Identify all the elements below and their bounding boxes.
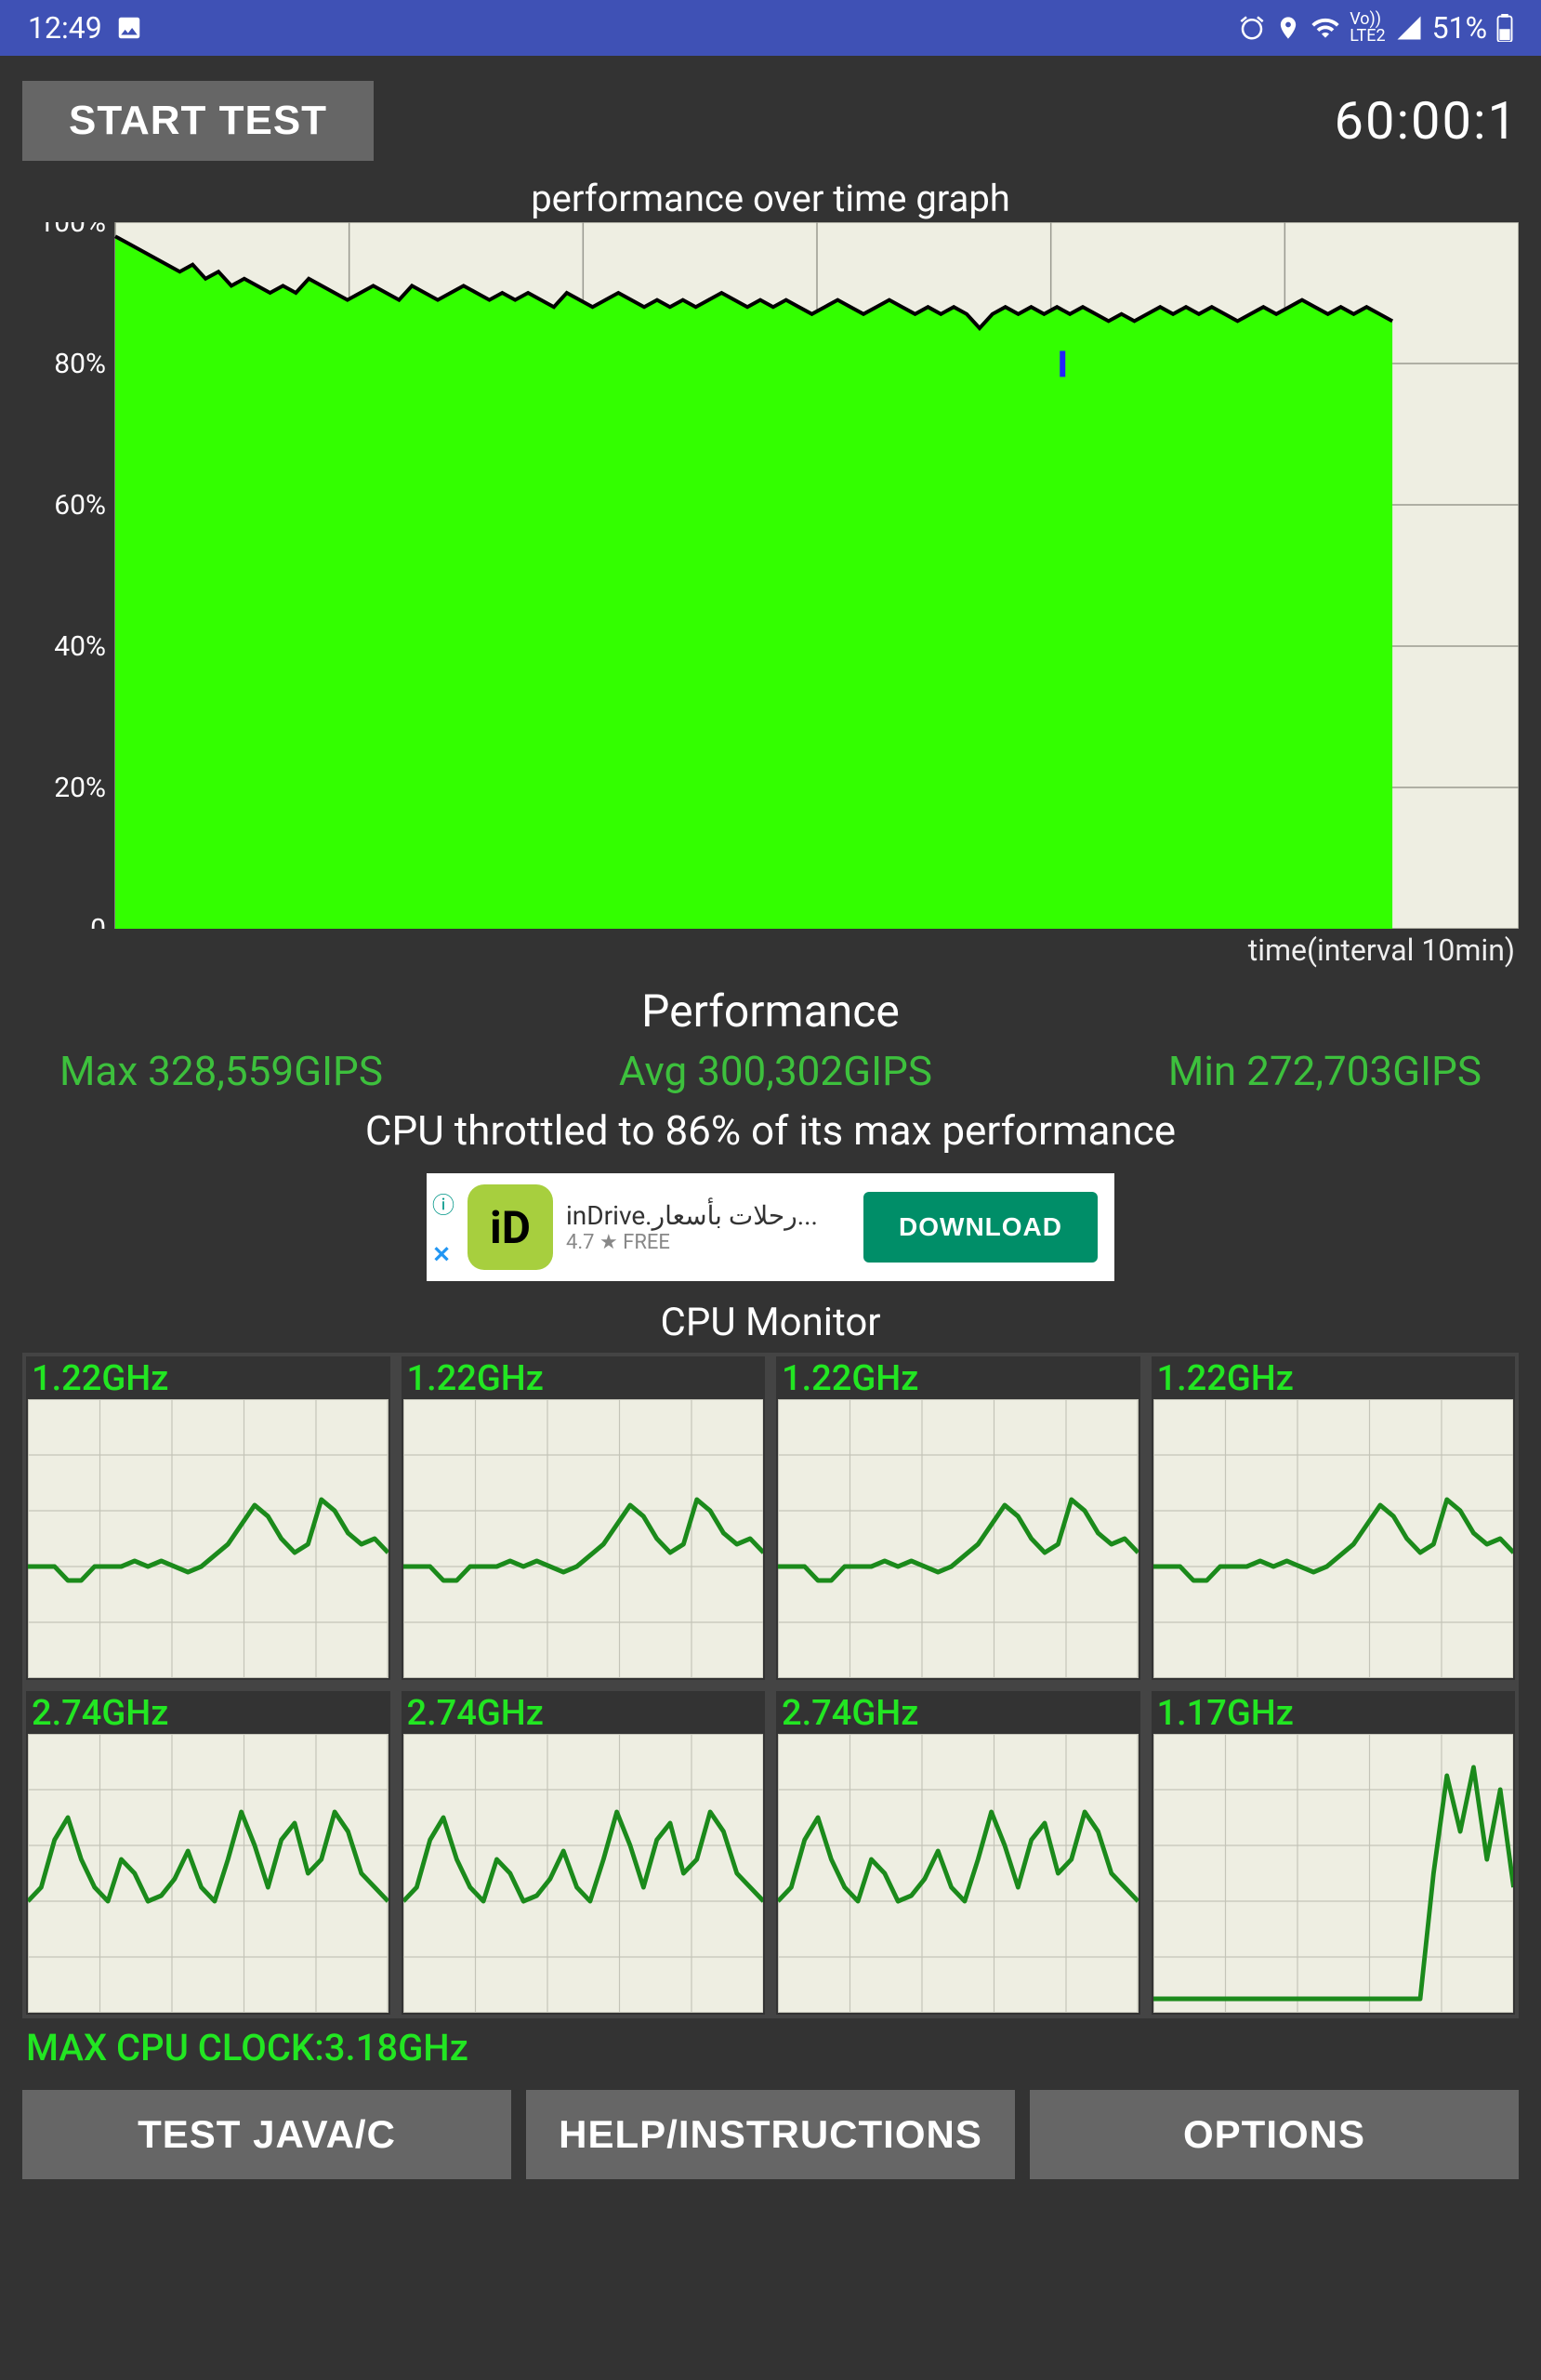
perf-chart-xlabel: time(interval 10min) (22, 932, 1519, 968)
volte-label: Vo))LTE2 (1350, 11, 1385, 45)
cpu-core-2: 1.22GHz (776, 1356, 1140, 1680)
cpu-core-0: 1.22GHz (26, 1356, 390, 1680)
cpu-monitor-title: CPU Monitor (22, 1300, 1519, 1345)
cpu-core-4: 2.74GHz (26, 1691, 390, 2015)
svg-text:20%: 20% (54, 772, 106, 804)
cpu-core-5: 2.74GHz (402, 1691, 766, 2015)
start-test-button[interactable]: START TEST (22, 81, 374, 161)
cpu-core-6: 2.74GHz (776, 1691, 1140, 2015)
ad-close-icon[interactable]: ✕ (432, 1242, 454, 1268)
ad-rating: 4.7 ★ FREE (566, 1231, 863, 1254)
svg-text:40%: 40% (54, 630, 106, 663)
avg-gips: Avg 300,302GIPS (619, 1047, 932, 1095)
svg-text:60%: 60% (54, 489, 106, 522)
svg-text:80%: 80% (54, 348, 106, 380)
ad-app-icon: iD (468, 1184, 553, 1270)
timer-display: 60:00:1 (1335, 90, 1520, 152)
throttle-text: CPU throttled to 86% of its max performa… (22, 1106, 1519, 1155)
cpu-core-1: 1.22GHz (402, 1356, 766, 1680)
battery-pct: 51% (1432, 10, 1487, 46)
wifi-icon (1311, 13, 1340, 43)
performance-heading: Performance (22, 985, 1519, 1038)
help-button[interactable]: HELP/INSTRUCTIONS (526, 2090, 1015, 2179)
cpu-freq-label: 1.22GHz (1153, 1358, 1514, 1399)
ad-info-icon[interactable]: ⓘ (432, 1187, 454, 1220)
status-bar: 12:49 Vo))LTE2 51% (0, 0, 1541, 56)
cpu-grid: 1.22GHz 1.22GHz 1.22GHz 1.22GHz 2.74GHz 2.74G… (22, 1353, 1519, 2018)
top-row: START TEST 60:00:1 (22, 74, 1519, 167)
cpu-freq-label: 1.22GHz (778, 1358, 1139, 1399)
min-gips: Min 272,703GIPS (1168, 1047, 1482, 1095)
alarm-icon (1238, 14, 1266, 42)
options-button[interactable]: OPTIONS (1030, 2090, 1519, 2179)
cpu-freq-label: 1.17GHz (1153, 1693, 1514, 1734)
perf-chart-title: performance over time graph (22, 177, 1519, 220)
cpu-core-3: 1.22GHz (1152, 1356, 1516, 1680)
cpu-freq-label: 1.22GHz (28, 1358, 389, 1399)
ad-banner[interactable]: ⓘ ✕ iD inDrive.رحلات بأسعار... 4.7 ★ FRE… (427, 1173, 1114, 1281)
cpu-freq-label: 2.74GHz (403, 1693, 764, 1734)
cpu-freq-label: 1.22GHz (403, 1358, 764, 1399)
svg-text:100%: 100% (38, 222, 106, 239)
location-icon (1275, 15, 1301, 41)
ad-download-button[interactable]: DOWNLOAD (863, 1192, 1098, 1263)
max-gips: Max 328,559GIPS (59, 1047, 383, 1095)
performance-chart: 0 20% 40% 60% 80% 100% (22, 222, 1519, 929)
cpu-freq-label: 2.74GHz (778, 1693, 1139, 1734)
cpu-core-7: 1.17GHz (1152, 1691, 1516, 2015)
bottom-buttons: TEST JAVA/C HELP/INSTRUCTIONS OPTIONS (22, 2090, 1519, 2179)
gips-row: Max 328,559GIPS Avg 300,302GIPS Min 272,… (22, 1047, 1519, 1095)
test-java-button[interactable]: TEST JAVA/C (22, 2090, 511, 2179)
image-icon (115, 14, 143, 42)
svg-text:0: 0 (90, 913, 106, 929)
cpu-freq-label: 2.74GHz (28, 1693, 389, 1734)
signal-icon (1395, 14, 1423, 42)
max-cpu-clock: MAX CPU CLOCK:3.18GHz (22, 2026, 1519, 2069)
battery-icon (1496, 14, 1513, 42)
ad-title: inDrive.رحلات بأسعار... (566, 1200, 863, 1231)
status-time: 12:49 (28, 10, 102, 46)
